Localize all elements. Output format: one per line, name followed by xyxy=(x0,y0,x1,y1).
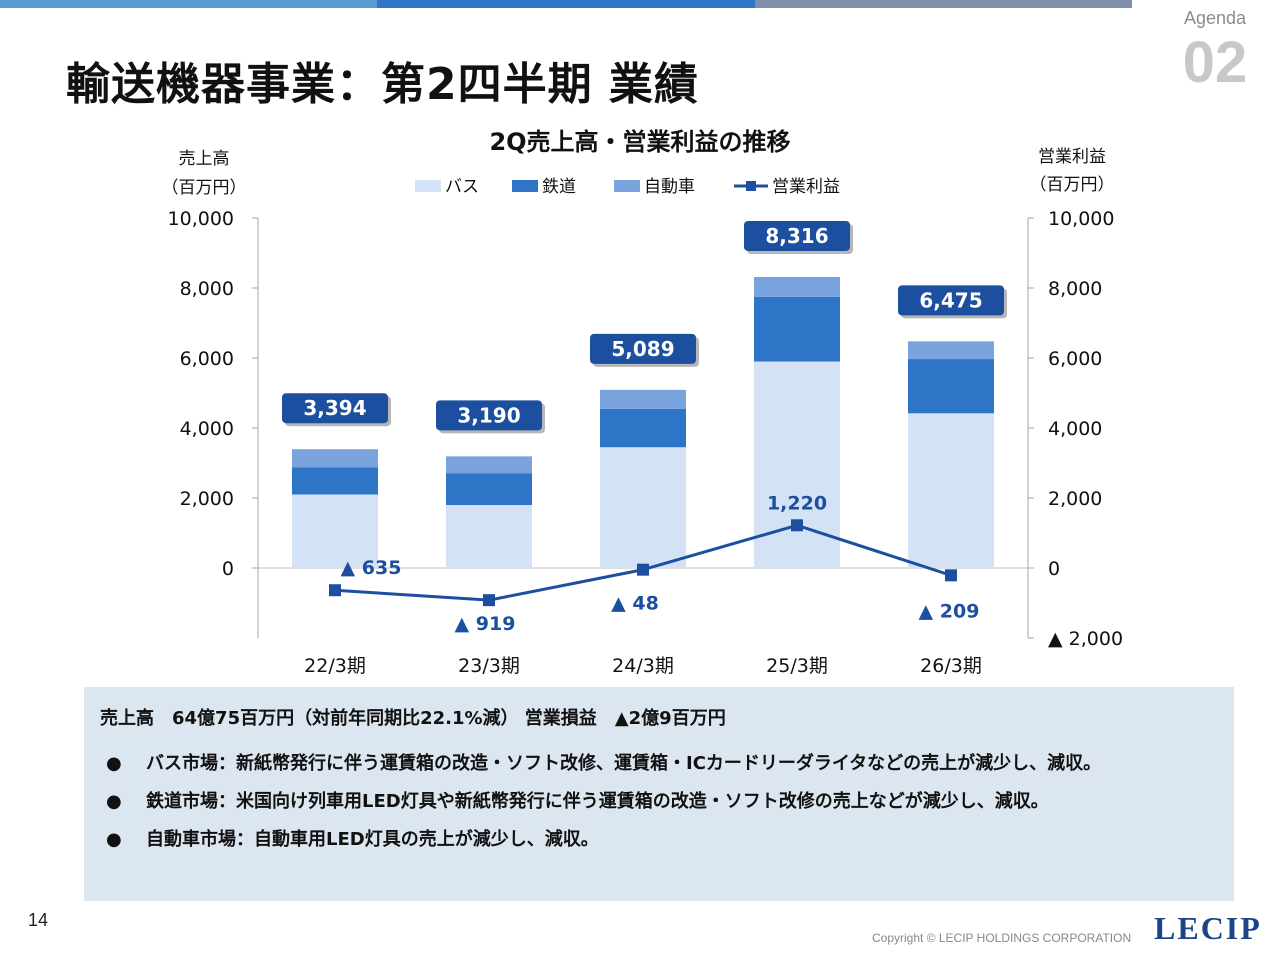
total-label-box xyxy=(898,285,1004,316)
y-left-tick-label: 4,000 xyxy=(180,418,234,440)
profit-label: ▲ 635 xyxy=(341,557,402,579)
bar-segment-rail xyxy=(754,296,840,362)
y-right-tick-labels: ▲ 2,000 0 2,000 4,000 6,000 8,000 10,000 xyxy=(1028,208,1123,650)
total-label: 5,089 xyxy=(611,337,674,361)
legend-label-rail: 鉄道 xyxy=(542,177,576,197)
y-right-tick-label: 2,000 xyxy=(1048,488,1102,510)
bar-segment-rail xyxy=(292,467,378,495)
profit-point xyxy=(329,584,341,597)
x-tick-labels: 22/3期 23/3期 24/3期 25/3期 26/3期 xyxy=(304,655,982,677)
x-tick-label: 26/3期 xyxy=(920,655,982,677)
total-label: 8,316 xyxy=(765,224,828,248)
summary-bullets: ● バス市場：新紙幣発行に伴う運賃箱の改造・ソフト改修、運賃箱・ICカードリーダラ… xyxy=(106,753,1101,867)
bar-segment-auto xyxy=(600,389,686,409)
y-left-tick-labels: 0 2,000 4,000 6,000 8,000 10,000 xyxy=(168,208,258,580)
bar-segment-rail xyxy=(600,408,686,448)
bar-segment-rail xyxy=(446,473,532,505)
y-right-tick-label: 0 xyxy=(1048,558,1060,580)
sales-profit-chart: 2Q売上高・営業利益の推移 売上高 （百万円） 営業利益 （百万円） バス 鉄道… xyxy=(162,128,1124,677)
y-left-tick-label: 8,000 xyxy=(180,278,234,300)
agenda-number: 02 xyxy=(1182,30,1248,95)
legend-marker-profit xyxy=(746,181,756,191)
y-right-tick-label: 8,000 xyxy=(1048,278,1102,300)
y-right-label-line1: 営業利益 xyxy=(1038,147,1106,167)
bar-segment-bus xyxy=(446,505,532,568)
bar-segment-bus xyxy=(754,361,840,568)
summary-bullet-rail: ● 鉄道市場：米国向け列車用LED灯具や新紙幣発行に伴う運賃箱の改造・ソフト改修の… xyxy=(106,791,1101,829)
y-right-label-line2: （百万円） xyxy=(1030,175,1115,195)
bar-segment-auto xyxy=(292,449,378,468)
legend-swatch-rail xyxy=(512,180,538,192)
bar-segment-bus xyxy=(600,447,686,568)
top-bar-segment-1 xyxy=(0,0,378,8)
lecip-logo: LECIP xyxy=(1154,910,1262,946)
bullet-text: バス市場：新紙幣発行に伴う運賃箱の改造・ソフト改修、運賃箱・ICカードリーダライ… xyxy=(146,753,1102,774)
bullet-dot: ● xyxy=(106,753,122,774)
page-title: 輸送機器事業：第2四半期 業績 xyxy=(66,59,699,110)
total-label: 3,190 xyxy=(457,403,520,427)
bullet-dot: ● xyxy=(106,829,122,850)
y-left-tick-label: 0 xyxy=(222,558,234,580)
total-label-box xyxy=(436,400,542,431)
total-label-box xyxy=(590,333,696,364)
y-left-tick-label: 2,000 xyxy=(180,488,234,510)
profit-point xyxy=(791,519,803,532)
bullet-dot: ● xyxy=(106,791,122,812)
legend-swatch-bus xyxy=(415,180,441,192)
y-left-label-line2: （百万円） xyxy=(162,178,247,198)
bar-segment-auto xyxy=(908,341,994,360)
y-left-label-line1: 売上高 xyxy=(179,149,230,169)
profit-line: ▲ 635 ▲ 919 ▲ 48 1,220 ▲ 209 xyxy=(329,492,979,635)
x-tick-label: 24/3期 xyxy=(612,655,674,677)
y-right-tick-label: 6,000 xyxy=(1048,348,1102,370)
summary-box: 売上高 64億75百万円（対前年同期比22.1%減） 営業損益 ▲2億9百万円 … xyxy=(84,687,1234,901)
x-tick-label: 22/3期 xyxy=(304,655,366,677)
profit-label: ▲ 48 xyxy=(611,593,659,615)
y-right-tick-label: 10,000 xyxy=(1048,208,1114,230)
bullet-text: 自動車市場：自動車用LED灯具の売上が減少し、減収。 xyxy=(146,829,599,850)
total-labels: 3,394 3,190 5,089 8,316 6,475 xyxy=(282,220,1007,434)
chart-title: 2Q売上高・営業利益の推移 xyxy=(489,128,790,156)
profit-label: ▲ 209 xyxy=(919,600,980,622)
legend-label-bus: バス xyxy=(445,177,479,197)
bar-segment-bus xyxy=(908,413,994,568)
y-right-tick-label: 4,000 xyxy=(1048,418,1102,440)
summary-bullet-auto: ● 自動車市場：自動車用LED灯具の売上が減少し、減収。 xyxy=(106,829,1101,867)
total-label: 6,475 xyxy=(919,288,982,312)
legend-label-profit: 営業利益 xyxy=(772,177,840,197)
top-bar-segment-2 xyxy=(377,0,755,8)
profit-label: 1,220 xyxy=(767,492,827,514)
legend-label-auto: 自動車 xyxy=(644,177,695,197)
y-left-tick-label: 6,000 xyxy=(180,348,234,370)
bar-segment-bus xyxy=(292,494,378,568)
legend-swatch-auto xyxy=(614,180,640,192)
total-label: 3,394 xyxy=(303,396,366,420)
total-label-box xyxy=(282,393,388,424)
summary-main: 売上高 64億75百万円（対前年同期比22.1%減） 営業損益 ▲2億9百万円 xyxy=(100,708,726,729)
copyright: Copyright © LECIP HOLDINGS CORPORATION xyxy=(872,931,1132,945)
x-tick-label: 23/3期 xyxy=(458,655,520,677)
y-right-tick-label: ▲ 2,000 xyxy=(1048,628,1123,650)
profit-point xyxy=(945,569,957,582)
bar-segment-auto xyxy=(446,456,532,474)
top-color-bar xyxy=(0,0,1132,8)
profit-point xyxy=(637,563,649,576)
bullet-text: 鉄道市場：米国向け列車用LED灯具や新紙幣発行に伴う運賃箱の改造・ソフト改修の売… xyxy=(146,791,1049,812)
profit-point xyxy=(483,594,495,607)
agenda-label: Agenda xyxy=(1183,8,1247,28)
profit-label: ▲ 919 xyxy=(455,613,516,635)
bar-stacks xyxy=(292,276,994,568)
summary-bullet-bus: ● バス市場：新紙幣発行に伴う運賃箱の改造・ソフト改修、運賃箱・ICカードリーダラ… xyxy=(106,753,1101,791)
y-left-tick-label: 10,000 xyxy=(168,208,234,230)
top-bar-segment-3 xyxy=(754,0,1132,8)
page-number: 14 xyxy=(28,910,49,930)
x-tick-label: 25/3期 xyxy=(766,655,828,677)
chart-legend: バス 鉄道 自動車 営業利益 xyxy=(415,177,840,197)
bar-segment-auto xyxy=(754,276,840,297)
total-label-box xyxy=(744,220,850,251)
bar-segment-rail xyxy=(908,359,994,414)
